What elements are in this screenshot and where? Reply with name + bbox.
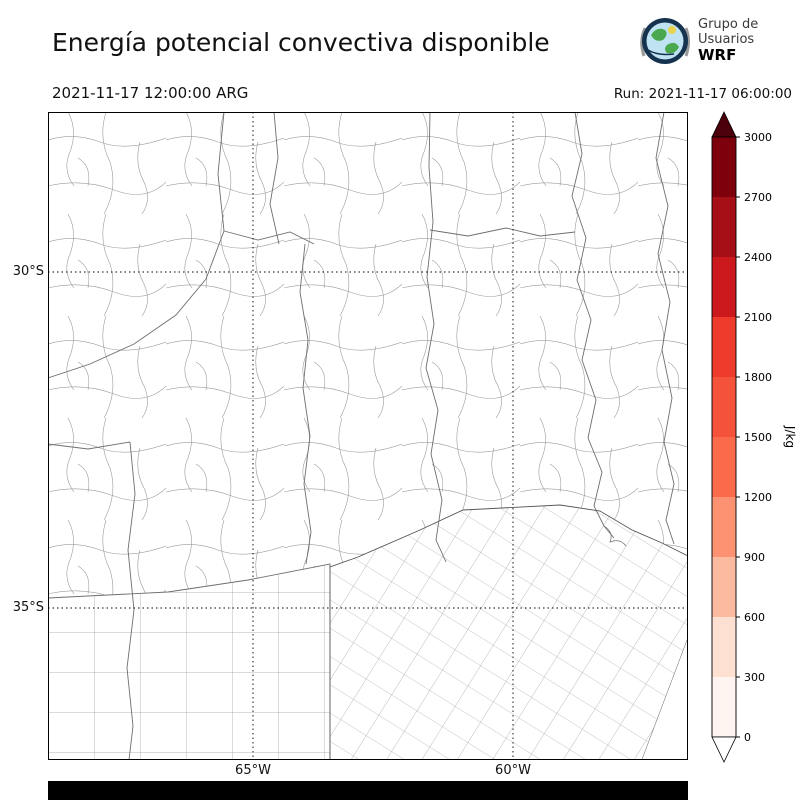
colorbar-tick: 2100	[744, 311, 772, 324]
lat-tick-30s: 30°S	[12, 264, 44, 279]
ocean-area	[642, 638, 688, 760]
colorbar-segment	[712, 137, 736, 197]
colorbar-tick: 0	[744, 731, 751, 744]
colorbar-tick: 1800	[744, 371, 772, 384]
colorbar: 3000 2700 2400 2100 1800 1500 1200 900 6…	[700, 110, 800, 770]
colorbar-segment	[712, 497, 736, 557]
globe-icon	[640, 18, 690, 64]
page-title: Energía potencial convectiva disponible	[52, 28, 550, 57]
lon-tick-60w: 60°W	[495, 763, 531, 778]
region-buenos-aires	[329, 504, 689, 761]
colorbar-segment	[712, 557, 736, 617]
colorbar-tick: 300	[744, 671, 765, 684]
map-frame	[48, 112, 688, 760]
graticule-gridlines	[48, 112, 688, 760]
colorbar-segment	[712, 437, 736, 497]
colorbar-tick-labels: 3000 2700 2400 2100 1800 1500 1200 900 6…	[744, 131, 772, 744]
colorbar-tick: 1500	[744, 431, 772, 444]
province-boundaries	[47, 111, 675, 761]
colorbar-segment	[712, 257, 736, 317]
map-canvas	[47, 111, 689, 761]
colorbar-under-arrow	[711, 736, 737, 763]
wrf-logo: Grupo de Usuarios WRF	[636, 12, 800, 70]
colorbar-tick: 3000	[744, 131, 772, 144]
map-panel	[47, 111, 689, 761]
colorbar-tick-marks	[736, 136, 740, 738]
colorbar-segment	[712, 617, 736, 677]
colorbar-segment	[712, 377, 736, 437]
lon-tick-65w: 65°W	[235, 763, 271, 778]
colorbar-over-arrow	[711, 111, 737, 138]
valid-time-label: 2021-11-17 12:00:00 ARG	[52, 84, 249, 102]
colorbar-tick: 2400	[744, 251, 772, 264]
colorbar-segment	[712, 197, 736, 257]
run-time-label: Run: 2021-11-17 06:00:00	[613, 86, 792, 102]
logo-text-line1: Grupo de	[698, 17, 759, 32]
lat-tick-35s: 35°S	[12, 600, 44, 615]
colorbar-tick: 1200	[744, 491, 772, 504]
colorbar-tick: 900	[744, 551, 765, 564]
region-la-pampa	[47, 563, 331, 761]
colorbar-tick: 2700	[744, 191, 772, 204]
logo-text-line2: Usuarios	[698, 32, 755, 47]
colorbar-unit-label: J/kg	[783, 425, 797, 448]
colorbar-segment	[712, 677, 736, 737]
colorbar-segment	[712, 317, 736, 377]
colorbar-tick: 600	[744, 611, 765, 624]
logo-text-line3: WRF	[698, 46, 737, 64]
footer-bar	[48, 781, 688, 800]
